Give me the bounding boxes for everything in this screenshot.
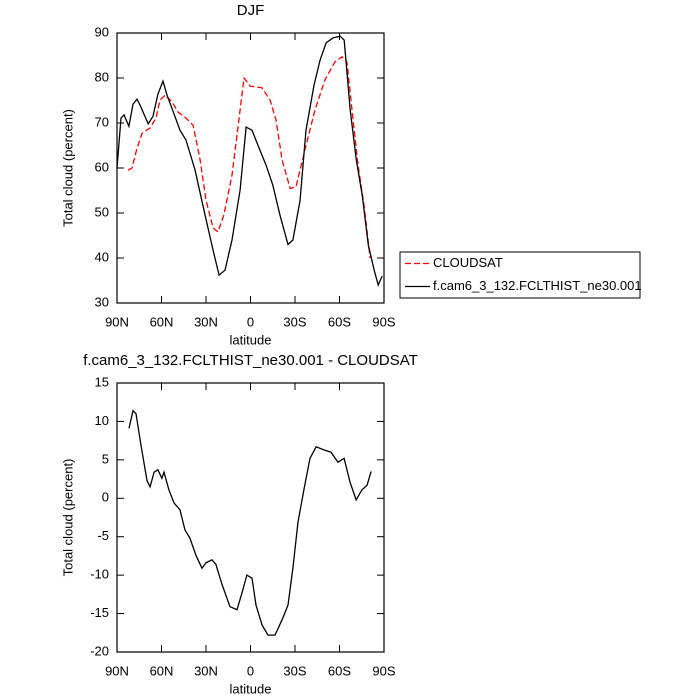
data-line [116,35,383,287]
y-tick-label: 15 [95,374,109,389]
x-tick-label: 30S [283,314,306,329]
data-line [127,55,371,259]
x-tick-label: 60S [328,314,351,329]
y-tick-label: 50 [95,204,109,219]
y-tick-label: 40 [95,249,109,264]
y-tick-label: 80 [95,69,109,84]
y-axis-label: Total cloud (percent) [60,109,75,227]
x-tick-label: 0 [247,314,254,329]
x-axis-label: latitude [230,332,272,347]
legend-label: f.cam6_3_132.FCLTHIST_ne30.001 [433,278,642,293]
plot-frame [116,32,385,304]
x-tick-label: 60N [150,663,174,678]
x-tick-label: 30N [194,314,218,329]
x-axis-label: latitude [230,681,272,696]
y-tick-label: 90 [95,24,109,39]
chart-title: DJF [237,2,265,19]
chart-title: f.cam6_3_132.FCLTHIST_ne30.001 - CLOUDSA… [83,352,418,369]
y-tick-label: 5 [102,451,109,466]
x-tick-label: 90N [105,663,129,678]
legend-label: CLOUDSAT [433,255,503,270]
x-tick-label: 90S [372,314,395,329]
y-tick-label: -10 [90,567,109,582]
plot-frame [116,382,385,653]
legend-box [399,251,641,299]
x-tick-label: 90S [372,663,395,678]
y-tick-label: 10 [95,413,109,428]
y-axis-label: Total cloud (percent) [60,459,75,577]
y-tick-label: -20 [90,643,109,658]
y-tick-label: -5 [97,528,109,543]
x-tick-label: 30N [194,663,218,678]
x-tick-label: 30S [283,663,306,678]
y-tick-label: 0 [102,490,109,505]
x-tick-label: 60N [150,314,174,329]
x-tick-label: 90N [105,314,129,329]
x-tick-label: 60S [328,663,351,678]
data-line [128,409,372,636]
y-tick-label: 60 [95,159,109,174]
x-tick-label: 0 [247,663,254,678]
y-tick-label: 30 [95,294,109,309]
y-tick-label: -15 [90,605,109,620]
y-tick-label: 70 [95,114,109,129]
